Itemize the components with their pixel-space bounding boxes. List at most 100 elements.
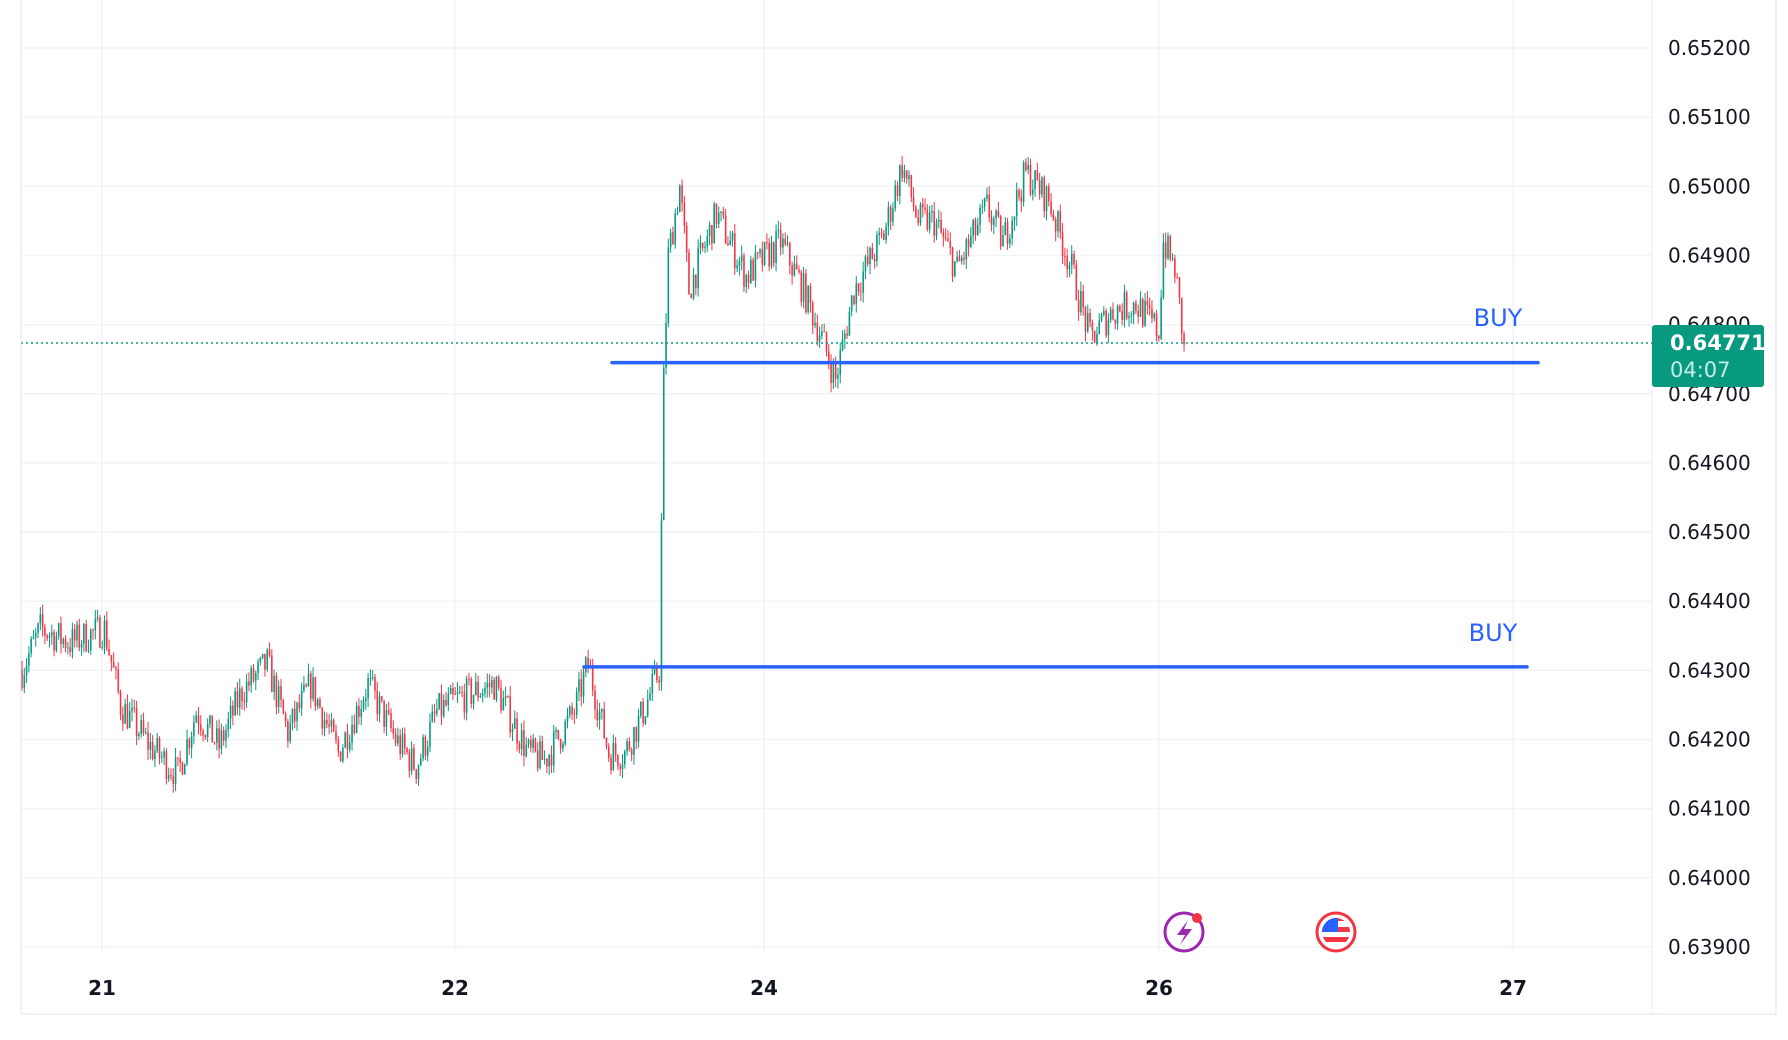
candle — [1158, 334, 1160, 342]
candle — [1128, 312, 1130, 327]
candle — [358, 698, 360, 725]
candle — [190, 731, 193, 759]
candle — [440, 684, 443, 726]
candle — [1082, 284, 1084, 316]
candle — [193, 715, 195, 745]
candle — [1174, 254, 1176, 284]
candle — [213, 741, 216, 745]
candle — [988, 186, 991, 223]
candle — [543, 750, 546, 765]
candle — [158, 736, 161, 765]
candle — [974, 217, 977, 241]
candle — [1036, 162, 1039, 181]
candle — [28, 646, 30, 673]
candle — [167, 767, 170, 782]
candle — [628, 737, 631, 752]
candle — [112, 652, 115, 668]
candle — [449, 684, 452, 695]
candle — [1169, 234, 1172, 262]
candle — [1132, 301, 1135, 325]
candle — [436, 699, 438, 717]
candle — [869, 246, 871, 275]
candle — [903, 164, 906, 183]
candle — [715, 203, 718, 229]
candle — [475, 673, 477, 696]
candle — [729, 230, 732, 246]
candle — [899, 164, 901, 205]
candle — [649, 686, 651, 701]
candle — [621, 754, 624, 779]
candle — [841, 330, 844, 352]
candle — [928, 205, 931, 234]
price-tick-label: 0.65100 — [1668, 105, 1751, 129]
candle — [754, 244, 757, 288]
candle — [456, 682, 459, 703]
candle — [163, 747, 165, 765]
candle — [763, 241, 766, 267]
candle — [825, 331, 828, 357]
candle — [844, 329, 846, 350]
price-axis[interactable]: 0.652000.651000.650000.649000.648000.647… — [1668, 36, 1751, 959]
candle — [651, 666, 654, 702]
candle — [420, 753, 422, 767]
candle — [67, 641, 69, 655]
candle — [614, 736, 617, 762]
candle — [85, 619, 87, 653]
date-tick-label: 22 — [441, 976, 469, 1000]
candle — [348, 734, 351, 753]
candle — [674, 208, 677, 249]
candle — [747, 270, 750, 290]
candle — [1153, 312, 1156, 322]
candle — [48, 632, 51, 648]
candle — [397, 727, 399, 747]
candle — [795, 255, 798, 270]
candle — [976, 217, 979, 236]
candle — [1100, 312, 1103, 323]
lightning-event-icon[interactable] — [1163, 911, 1205, 953]
candle — [772, 241, 775, 268]
candle — [426, 740, 429, 762]
candle — [672, 226, 674, 245]
candle — [862, 261, 864, 303]
candle — [665, 313, 667, 375]
candle — [695, 274, 697, 296]
candle — [53, 629, 55, 657]
candle — [140, 714, 142, 738]
candle — [935, 218, 938, 241]
us-flag-icon[interactable] — [1315, 911, 1357, 953]
candle — [429, 713, 431, 752]
candle — [917, 209, 919, 227]
candle — [1084, 306, 1087, 342]
candle — [681, 179, 683, 212]
candle — [1048, 183, 1050, 207]
candle — [575, 687, 578, 719]
candle — [1135, 299, 1137, 315]
candle — [564, 718, 567, 747]
candle — [557, 729, 560, 741]
candle — [1002, 225, 1004, 247]
grid — [21, 0, 1653, 1014]
candle — [463, 683, 466, 720]
candle — [491, 675, 493, 694]
candle — [1013, 216, 1016, 231]
candle — [138, 731, 140, 741]
candle — [1006, 217, 1009, 250]
candle — [142, 712, 145, 737]
candle — [1091, 319, 1094, 341]
candle — [548, 753, 550, 776]
candle — [376, 681, 379, 722]
candle — [415, 768, 418, 785]
time-axis[interactable]: 21 22 24 26 27 — [88, 976, 1527, 1000]
candle — [319, 697, 321, 709]
candle — [798, 265, 800, 275]
candle — [995, 208, 997, 228]
candle — [135, 700, 138, 746]
candle — [837, 367, 839, 389]
candle — [172, 768, 175, 793]
candle — [807, 285, 809, 315]
candle — [1052, 209, 1055, 222]
candle — [706, 229, 709, 252]
candle — [472, 694, 475, 710]
candle — [216, 720, 218, 751]
